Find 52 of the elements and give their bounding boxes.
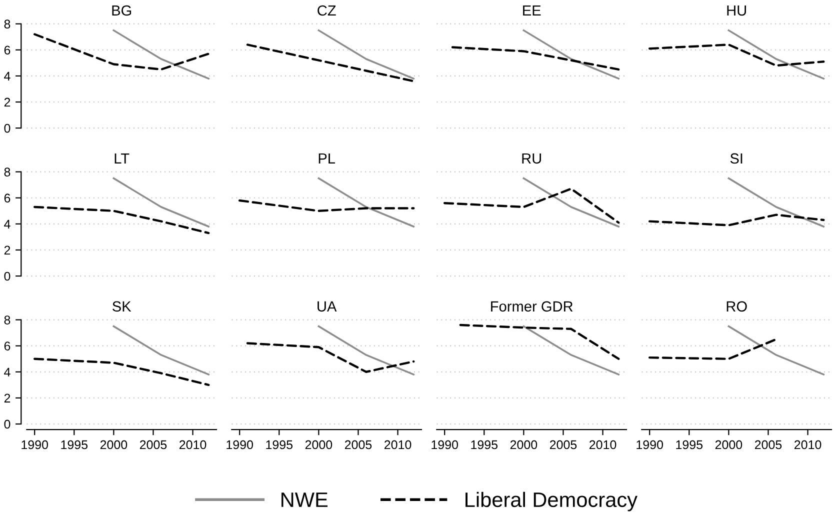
x-tick-label: 2000 (510, 440, 538, 450)
legend-label: NWE (282, 492, 328, 507)
x-tick-label: 1990 (226, 440, 254, 450)
legend-label: Liberal Democracy (466, 492, 638, 512)
y-tick-label: 6 (4, 46, 10, 55)
x-tick-label: 2005 (140, 440, 167, 450)
x-tick-label: 2010 (590, 440, 616, 450)
x-tick-label: 2005 (754, 440, 782, 450)
y-tick-label: 2 (4, 394, 10, 402)
x-tick-label: 2010 (180, 440, 206, 450)
line-series (33, 206, 210, 234)
y-tick-label: 6 (4, 342, 10, 350)
x-tick-label: 1990 (22, 440, 48, 450)
y-tick-label: 8 (4, 20, 10, 28)
x-tick-label: 1995 (471, 440, 498, 450)
chart-title: RO (726, 301, 747, 312)
y-tick-label: 4 (4, 72, 10, 80)
y-tick-label: 0 (4, 124, 10, 133)
chart-title: PL (318, 153, 336, 164)
chart-title: RU (522, 153, 541, 164)
y-tick-label: 8 (4, 316, 10, 324)
y-tick-label: 4 (4, 220, 10, 228)
x-tick-label: 1995 (61, 440, 88, 450)
x-tick-label: 2000 (305, 440, 332, 450)
chart-title: CZ (318, 5, 336, 16)
x-tick-label: 1990 (432, 440, 458, 450)
chart-title: EE (523, 5, 541, 16)
line-series (33, 33, 210, 71)
x-tick-label: 2010 (384, 440, 412, 450)
y-tick-label: 0 (4, 272, 10, 281)
chart-title: SI (730, 153, 742, 164)
y-tick-label: 4 (4, 368, 10, 376)
chart-title: Former GDR (491, 301, 573, 312)
chart-title: LT (114, 153, 130, 164)
y-tick-label: 2 (4, 246, 10, 255)
y-tick-label: 6 (4, 194, 10, 203)
chart-title: UA (318, 301, 337, 312)
x-tick-label: 1995 (266, 440, 293, 450)
line-series (33, 358, 210, 386)
x-tick-label: 2000 (100, 440, 128, 450)
x-tick-label: 2005 (550, 440, 577, 450)
x-tick-label: 2000 (715, 440, 742, 450)
y-tick-label: 2 (4, 98, 10, 107)
y-tick-label: 8 (4, 168, 10, 176)
chart-title: BG (112, 5, 132, 16)
x-tick-label: 1990 (636, 440, 664, 450)
x-tick-label: 2010 (794, 440, 822, 450)
y-tick-label: 0 (4, 420, 10, 429)
chart-title: HU (727, 5, 746, 16)
x-tick-label: 1995 (676, 440, 703, 450)
x-tick-label: 2005 (344, 440, 372, 450)
chart-title: SK (112, 301, 132, 312)
